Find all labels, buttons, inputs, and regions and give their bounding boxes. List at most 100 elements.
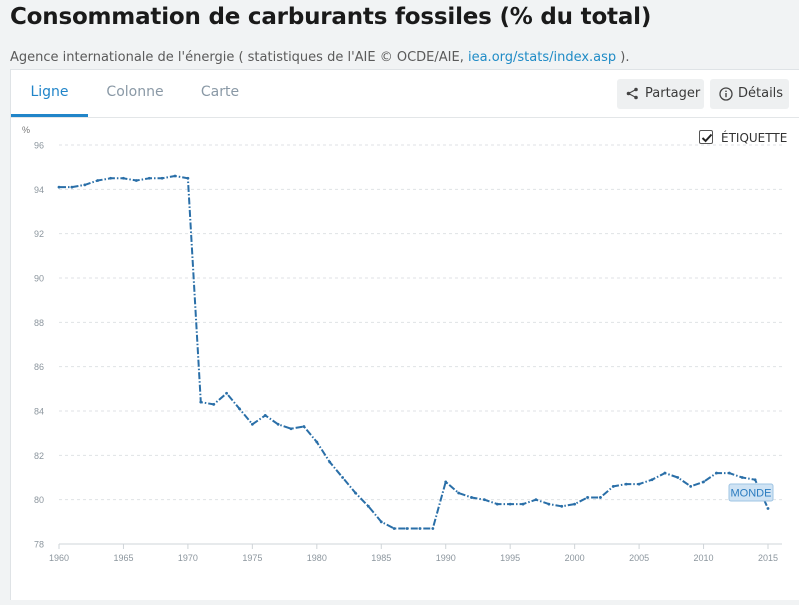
data-point — [650, 478, 654, 482]
data-point — [470, 496, 473, 499]
x-tick-label: 1980 — [307, 553, 327, 563]
series-label-monde: MONDE — [731, 488, 772, 500]
data-point — [663, 471, 667, 475]
data-point — [689, 484, 693, 488]
data-point — [727, 471, 731, 475]
x-tick-label: 1960 — [49, 553, 69, 563]
data-point — [83, 183, 87, 187]
data-point — [392, 527, 396, 530]
data-point — [560, 504, 564, 508]
series-line-monde — [59, 175, 769, 530]
y-tick-label: 84 — [34, 407, 44, 417]
data-point — [676, 476, 680, 479]
data-point — [624, 482, 628, 486]
data-point — [302, 425, 306, 428]
tab-carte[interactable]: Carte — [200, 84, 240, 100]
data-point — [599, 496, 602, 499]
data-point — [122, 176, 125, 180]
data-point — [328, 460, 332, 464]
y-tick-label: 96 — [34, 141, 44, 151]
x-tick-label: 1975 — [242, 553, 262, 563]
x-tick-label: 1970 — [178, 553, 198, 563]
y-tick-label: 90 — [34, 274, 44, 284]
details-label: Détails — [738, 86, 784, 101]
x-tick-label: 2005 — [629, 553, 649, 563]
data-point — [521, 502, 525, 506]
y-tick-label: 94 — [34, 185, 44, 195]
y-axis-label: % — [22, 125, 30, 135]
check-icon — [701, 133, 713, 143]
y-tick-label: 92 — [34, 229, 44, 239]
source-text: Agence internationale de l'énergie ( sta… — [10, 50, 468, 65]
data-point — [457, 491, 461, 495]
y-tick-label: 82 — [34, 451, 44, 461]
share-icon — [626, 87, 638, 100]
data-point — [238, 407, 241, 411]
data-point — [354, 491, 357, 495]
data-point — [753, 478, 757, 482]
checkbox[interactable] — [699, 130, 713, 144]
tab-colonne[interactable]: Colonne — [106, 84, 164, 100]
data-point — [96, 179, 100, 182]
data-point — [534, 498, 538, 502]
tab-ligne[interactable]: Ligne — [11, 70, 88, 117]
data-point — [289, 427, 293, 431]
x-tick-label: 2010 — [694, 553, 714, 563]
source-attribution: Agence internationale de l'énergie ( sta… — [10, 50, 630, 65]
share-label: Partager — [645, 86, 701, 101]
data-point — [250, 422, 254, 426]
data-point — [199, 400, 203, 404]
data-point — [379, 520, 383, 524]
source-link[interactable]: iea.org/stats/index.asp — [467, 50, 617, 65]
data-point — [702, 480, 705, 484]
view-tabs: Ligne Colonne Carte Partager Détails — [11, 70, 799, 118]
data-point — [366, 504, 370, 508]
x-tick-label: 1995 — [500, 553, 520, 563]
chart-panel: Ligne Colonne Carte Partager Détails — [10, 69, 799, 600]
data-point — [766, 507, 770, 510]
data-point — [109, 176, 112, 180]
data-point — [212, 402, 216, 406]
data-point — [405, 527, 409, 530]
x-tick-label: 1965 — [113, 553, 133, 563]
data-point — [341, 476, 344, 479]
data-point — [508, 502, 512, 506]
data-point — [611, 484, 615, 488]
data-point — [315, 440, 319, 444]
data-point — [715, 471, 718, 475]
y-tick-label: 78 — [34, 540, 44, 550]
data-point — [186, 176, 190, 180]
data-point — [573, 502, 577, 506]
data-point — [637, 482, 641, 486]
x-tick-label: 2015 — [758, 553, 778, 563]
data-point — [483, 498, 486, 502]
data-point — [147, 176, 151, 180]
info-icon — [719, 87, 733, 101]
data-point — [495, 502, 499, 506]
y-tick-label: 88 — [34, 318, 44, 328]
page-title: Consommation de carburants fossiles (% d… — [10, 4, 652, 30]
data-point — [173, 174, 177, 178]
data-point — [418, 527, 422, 530]
data-point — [276, 422, 280, 426]
data-point — [134, 179, 138, 182]
y-tick-label: 80 — [34, 495, 44, 505]
data-point — [263, 414, 267, 417]
data-point — [740, 476, 744, 479]
x-tick-label: 2000 — [565, 553, 585, 563]
data-point — [225, 391, 228, 395]
details-button[interactable]: Détails — [710, 79, 789, 109]
checkbox-label: ÉTIQUETTE — [721, 131, 788, 145]
series-label-box — [728, 483, 774, 502]
data-point — [431, 527, 435, 530]
data-point — [547, 502, 551, 506]
data-point — [57, 185, 61, 189]
data-point — [444, 480, 448, 484]
data-point — [70, 185, 74, 189]
x-tick-label: 1985 — [371, 553, 391, 563]
y-tick-label: 86 — [34, 362, 44, 372]
share-button[interactable]: Partager — [617, 79, 704, 109]
x-tick-label: 1990 — [436, 553, 456, 563]
